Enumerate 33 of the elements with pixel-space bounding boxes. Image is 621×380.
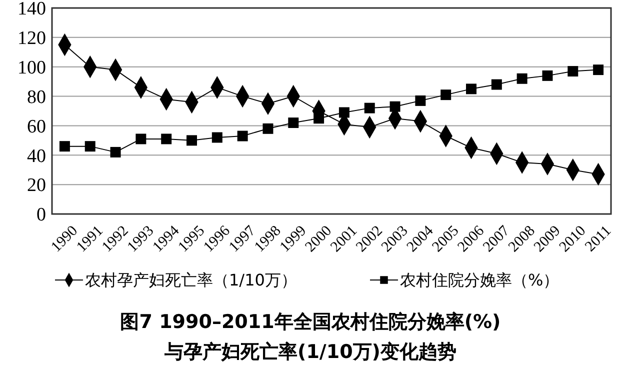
point <box>186 135 197 146</box>
point <box>516 73 528 84</box>
point <box>59 141 70 152</box>
point <box>314 113 324 124</box>
point <box>390 101 400 112</box>
point <box>110 146 121 158</box>
point <box>568 66 578 77</box>
point <box>288 118 299 128</box>
y-tick-label: 140 <box>18 0 46 20</box>
y-tick-label: 80 <box>27 86 46 108</box>
point <box>415 95 426 106</box>
point <box>466 84 476 94</box>
point <box>212 132 222 143</box>
point <box>161 134 172 144</box>
text: 图7 1990–2011年全国农村住院分娩率(%) 与孕产妇死亡率(1/10万)变化趋势 <box>120 311 501 363</box>
y-tick-label: 40 <box>27 146 46 167</box>
y-tick-label: 60 <box>27 116 46 138</box>
point <box>262 123 274 134</box>
y-tick-label: 20 <box>27 175 46 196</box>
point <box>84 141 96 152</box>
legend-label: 农村住院分娩率（%） <box>400 270 560 290</box>
point <box>364 102 375 114</box>
point <box>593 64 604 76</box>
y-tick-label: 120 <box>18 28 46 50</box>
point <box>237 130 248 142</box>
point <box>338 107 350 118</box>
legend-label: 农村孕产妇死亡率（1/10万） <box>85 270 297 290</box>
y-tick-label: 100 <box>18 58 46 79</box>
point <box>491 79 502 90</box>
point <box>136 134 146 144</box>
point <box>542 70 553 81</box>
point <box>440 90 452 100</box>
y-tick-label: 0 <box>36 204 46 226</box>
